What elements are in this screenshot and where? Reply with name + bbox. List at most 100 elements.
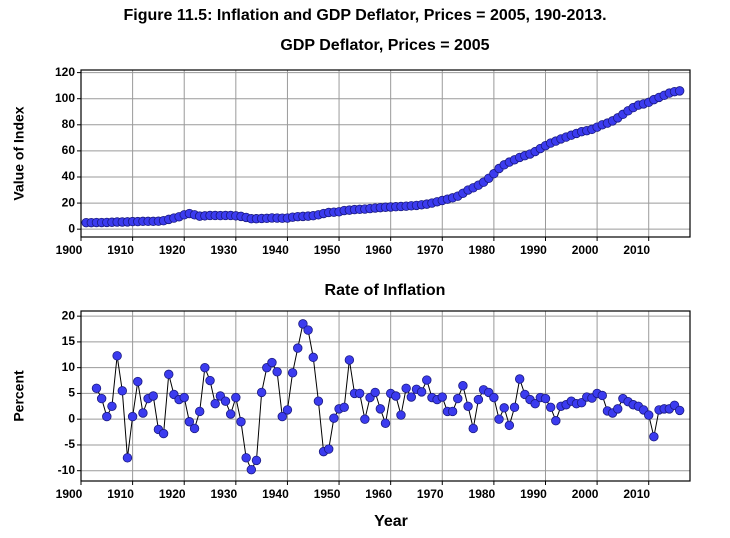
data-point	[406, 392, 417, 402]
x-tick-label: 1980	[469, 487, 496, 501]
data-point	[530, 399, 540, 409]
x-tick-label: 1950	[314, 487, 341, 501]
y-tick-label: 10	[62, 360, 76, 374]
data-point	[256, 387, 267, 398]
data-point	[468, 423, 478, 434]
data-point	[453, 393, 463, 404]
data-point	[339, 402, 349, 413]
data-point	[308, 352, 318, 363]
data-point	[133, 376, 143, 387]
y-tick-label: 80	[62, 117, 76, 131]
data-point	[246, 464, 257, 475]
data-point	[324, 444, 334, 454]
data-point	[545, 402, 556, 413]
y-tick-label: 5	[68, 386, 75, 400]
chart-title: GDP Deflator, Prices = 2005	[280, 37, 489, 54]
data-point	[313, 396, 324, 406]
x-tick-label: 2000	[572, 243, 599, 257]
data-point	[272, 367, 282, 377]
data-point	[473, 394, 484, 405]
x-axis-label: Year	[374, 513, 408, 530]
chart-title: Rate of Inflation	[325, 282, 446, 299]
data-point	[375, 404, 386, 414]
data-point	[504, 420, 515, 431]
y-tick-label: 20	[62, 308, 76, 322]
x-tick-label: 1910	[107, 243, 134, 257]
data-point	[540, 393, 551, 404]
y-tick-label: 15	[62, 334, 76, 348]
data-point	[127, 411, 138, 422]
data-point	[179, 392, 189, 403]
data-point	[613, 404, 623, 414]
data-point	[184, 417, 195, 427]
x-tick-label: 1960	[365, 487, 392, 501]
data-point	[122, 453, 133, 463]
data-point	[298, 319, 308, 329]
data-point	[551, 416, 561, 426]
x-tick-label: 1920	[159, 487, 186, 501]
x-tick-label: 1960	[365, 243, 392, 257]
data-point	[458, 380, 468, 391]
data-point	[370, 387, 380, 398]
data-point	[354, 388, 365, 399]
x-tick-label: 1900	[56, 487, 83, 501]
plot-border	[80, 69, 691, 238]
data-point	[416, 387, 427, 397]
data-point	[674, 86, 685, 96]
x-tick-label: 1990	[520, 243, 547, 257]
x-tick-label: 1910	[107, 487, 134, 501]
data-point	[422, 375, 432, 385]
data-point	[282, 405, 293, 415]
figure-title: Figure 11.5: Inflation and GDP Deflator,…	[123, 7, 606, 24]
data-point	[158, 428, 169, 439]
x-tick-label: 1930	[210, 243, 237, 257]
x-tick-label: 1950	[314, 243, 341, 257]
x-tick-label: 1940	[262, 243, 289, 257]
data-point	[287, 368, 298, 378]
data-point	[267, 357, 277, 368]
data-point	[277, 411, 287, 422]
data-point	[401, 383, 411, 393]
data-point	[102, 411, 112, 422]
data-point	[138, 408, 148, 418]
y-tick-label: 100	[55, 91, 75, 105]
y-tick-label: 0	[68, 221, 75, 235]
data-point	[649, 431, 659, 442]
data-point	[344, 355, 355, 365]
data-point	[303, 325, 313, 335]
x-tick-label: 1990	[520, 487, 547, 501]
data-point	[447, 406, 458, 417]
data-point	[437, 392, 447, 402]
x-tick-label: 2010	[623, 487, 650, 501]
data-point	[674, 405, 685, 416]
data-point	[189, 423, 200, 434]
x-tick-label: 2010	[623, 243, 650, 257]
data-point	[231, 392, 241, 403]
data-point	[148, 391, 158, 401]
x-tick-label: 2000	[572, 487, 599, 501]
data-point	[205, 375, 215, 386]
y-tick-label: 120	[55, 65, 75, 79]
x-tick-label: 1930	[210, 487, 237, 501]
y-tick-label: 40	[62, 169, 76, 183]
data-point	[96, 393, 107, 404]
data-point	[91, 383, 102, 393]
x-tick-label: 1940	[262, 487, 289, 501]
data-point	[200, 362, 210, 373]
data-point	[241, 453, 251, 463]
data-point	[210, 399, 220, 409]
data-point	[494, 414, 504, 424]
data-point	[514, 374, 525, 384]
x-tick-label: 1970	[417, 487, 444, 501]
data-point	[329, 413, 339, 423]
y-axis-label: Value of Index	[11, 106, 27, 200]
x-tick-label: 1920	[159, 243, 186, 257]
y-tick-label: -10	[58, 463, 76, 477]
y-tick-label: 60	[62, 143, 76, 157]
x-tick-label: 1980	[469, 243, 496, 257]
data-point	[225, 409, 236, 419]
plot-border	[80, 310, 691, 482]
data-point	[293, 343, 303, 353]
data-point	[499, 403, 509, 413]
